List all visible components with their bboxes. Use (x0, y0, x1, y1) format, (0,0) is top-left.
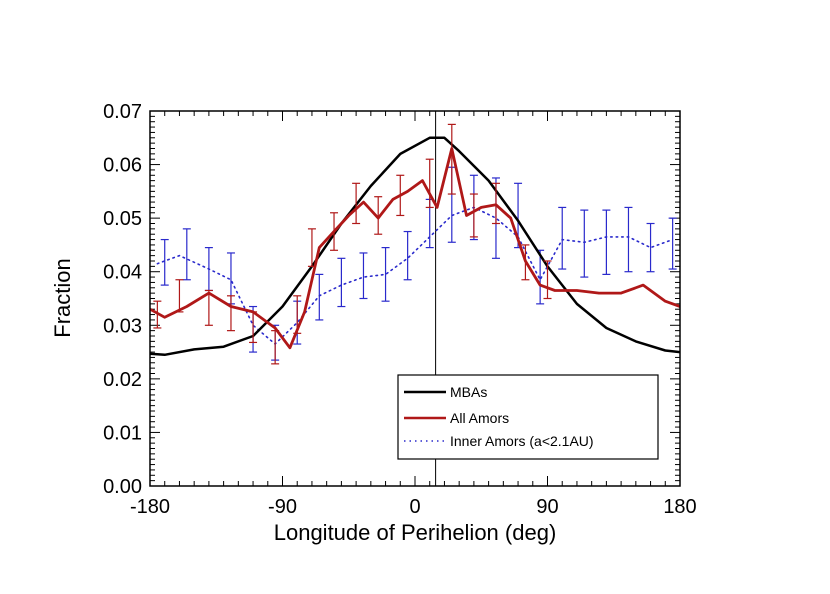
legend-label-all-amors: All Amors (450, 410, 509, 426)
inner-amors-error-bar (646, 222, 655, 273)
all-amors-error-bar (352, 182, 361, 225)
legend-label-inner-amors: Inner Amors (a<2.1AU) (450, 433, 594, 449)
y-tick-label: 0.04 (103, 262, 142, 284)
tick-labels: -180 -90 0 90 180 0.00 0.01 0.02 0.03 0.04 0.05 0.0… (103, 101, 697, 518)
y-tick-label: 0.05 (103, 208, 142, 230)
inner-amors-error-bar (558, 206, 567, 270)
x-tick-label: -180 (130, 496, 170, 518)
all-amors-error-bar (271, 330, 280, 365)
y-tick-label: 0.07 (103, 101, 142, 123)
x-axis-title: Longitude of Perihelion (deg) (274, 520, 557, 545)
inner-amors-error-bar (403, 230, 412, 281)
all-amors-error-bar (447, 123, 456, 195)
y-tick-label: 0.01 (103, 422, 142, 444)
all-amors-error-bar (374, 196, 383, 235)
all-amors-error-bar (226, 295, 235, 332)
inner-amors-error-bar (182, 228, 191, 281)
inner-amors-error-bar (315, 273, 324, 321)
y-tick-label: 0.06 (103, 155, 142, 177)
y-axis-title: Fraction (50, 258, 75, 337)
inner-amors-error-bar (668, 217, 677, 270)
inner-amors-error-bar (337, 257, 346, 308)
legend-label-mbas: MBAs (450, 384, 487, 400)
y-tick-label: 0.00 (103, 476, 142, 498)
y-tick-label: 0.02 (103, 369, 142, 391)
mbas-line (150, 136, 680, 357)
plot-frame (149, 110, 681, 487)
x-tick-label: 90 (536, 496, 558, 518)
x-tick-label: -90 (268, 496, 297, 518)
all-amors-error-bar (425, 158, 434, 209)
inner-amors-error-bar (580, 209, 589, 278)
inner-amors-error-bar (160, 238, 169, 286)
legend: MBAs All Amors Inner Amors (a<2.1AU) (397, 374, 659, 460)
inner-amors-error-bar (624, 206, 633, 273)
x-tick-label: 180 (663, 496, 696, 518)
inner-amors-error-bar (381, 247, 390, 302)
y-tick-label: 0.03 (103, 315, 142, 337)
inner-amors-error-bar (602, 209, 611, 275)
inner-amors-error-bar (359, 252, 368, 300)
all-amors-error-bar (543, 260, 552, 300)
inner-amors-line (156, 206, 674, 345)
all-amors-error-bar (469, 193, 478, 238)
x-tick-label: 0 (409, 496, 420, 518)
all-amors-error-bar (204, 289, 213, 326)
all-amors-error-bar (175, 279, 184, 313)
all-amors-line (150, 147, 680, 350)
series-layer (150, 123, 680, 365)
